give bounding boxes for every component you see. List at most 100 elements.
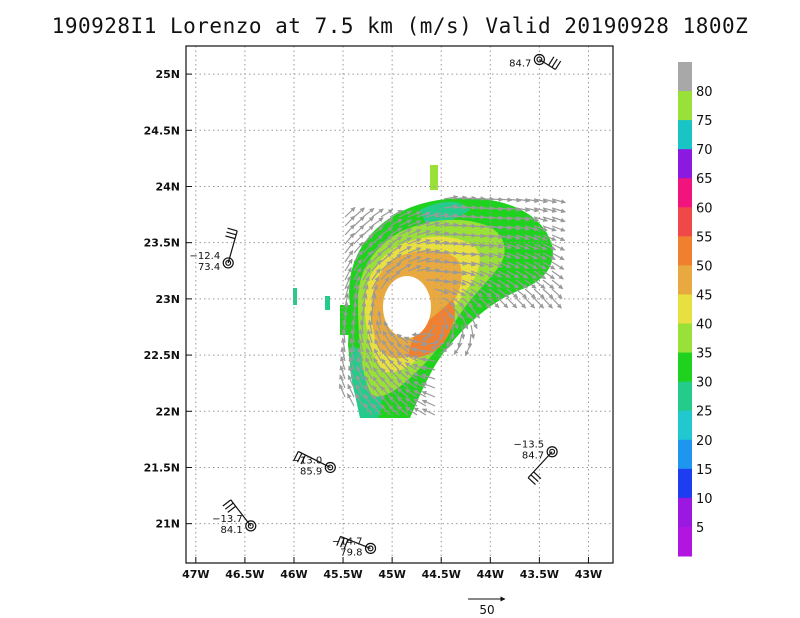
lat-label: 22N [155, 405, 180, 418]
wind-vector [430, 342, 445, 350]
wind-vector [362, 267, 371, 281]
colorbar-segment [678, 439, 692, 470]
wind-vector [533, 198, 549, 204]
wind-vector [377, 310, 382, 326]
wind-vector [542, 243, 557, 251]
wind-vector [371, 217, 384, 227]
wind-vector [396, 360, 409, 371]
wind-vector [488, 288, 501, 298]
wind-vector [506, 207, 522, 212]
wind-vector [479, 234, 495, 239]
wind-vector [551, 252, 565, 261]
wind-vector [542, 288, 554, 299]
wind-vector [375, 320, 382, 335]
wind-vector [461, 261, 477, 267]
wind-vector [443, 270, 459, 275]
wind-vector [434, 231, 450, 236]
colorbar-segment [678, 381, 692, 412]
wind-vector [347, 383, 355, 398]
colorbar-label: 10 [696, 492, 713, 507]
lat-label: 22.5N [144, 349, 180, 362]
wind-vector [434, 288, 449, 295]
colorbar-segment [678, 207, 692, 237]
station: −12.473.4 [190, 227, 238, 273]
wind-vector [515, 207, 531, 213]
longitude-labels: 47W 46.5W 46W 45.5W 45W 44.5W 44W 43.5W 43W [182, 568, 602, 581]
wind-vector [488, 279, 502, 288]
wind-vector [551, 207, 566, 214]
wind-vector [442, 342, 454, 353]
wind-vector [405, 397, 418, 407]
wind-vector [358, 338, 364, 353]
wind-vector [533, 207, 549, 213]
wind-vector [371, 243, 383, 254]
wind-vector [389, 218, 403, 227]
station: −13.584.7 [513, 440, 558, 485]
wind-barb-feather [227, 227, 238, 232]
wind-vector [434, 249, 450, 255]
wind-vector [353, 258, 363, 272]
wind-vector [362, 207, 375, 218]
colorbar-segment [678, 497, 692, 528]
colorbar-segment [678, 149, 692, 179]
wind-vector [398, 263, 412, 272]
colorbar-segment [678, 526, 692, 557]
wind-vector [389, 261, 402, 272]
wind-vector [551, 216, 566, 223]
wind-vector [365, 347, 373, 362]
wind-vector [344, 232, 355, 245]
wind-vector [470, 324, 476, 340]
wind-vector [362, 216, 375, 227]
wind-vector [374, 338, 382, 353]
wind-vector [488, 215, 504, 221]
wind-field-patch-c [430, 165, 438, 190]
wind-vector [389, 244, 403, 254]
wind-vector [421, 399, 436, 407]
wind-barb-feather [222, 499, 232, 507]
colorbar-label: 75 [696, 114, 713, 129]
wind-vector [396, 351, 409, 362]
station-value-top: −14.7 [332, 536, 363, 547]
wind-vector [461, 195, 477, 201]
station: −13.784.1 [212, 499, 257, 536]
wind-vector [542, 198, 558, 204]
wind-vector [388, 404, 400, 416]
wind-vector [388, 395, 400, 407]
wind-vector [497, 206, 513, 212]
station-circle-inner [549, 448, 556, 455]
colorbar-label: 30 [696, 376, 713, 391]
wind-vector [497, 297, 509, 309]
wind-vector [425, 239, 441, 245]
wind-vector [551, 297, 562, 309]
wind-vector [506, 252, 521, 259]
wind-vector [362, 233, 374, 245]
wind-vector [434, 212, 450, 218]
wind-vector [380, 243, 393, 254]
wind-vector [497, 252, 512, 259]
wind-vector [398, 245, 412, 254]
wind-vector [524, 225, 539, 232]
wind-vector [461, 242, 477, 248]
wind-vector [342, 319, 348, 335]
wind-vector [338, 383, 346, 398]
wind-vector [443, 204, 459, 209]
wind-vector [413, 398, 427, 407]
wind-vector [524, 270, 538, 280]
station-circle-inner [225, 259, 232, 266]
wind-vector [497, 270, 511, 279]
wind-vector [460, 324, 466, 340]
wind-vector [344, 215, 356, 227]
wind-vector [371, 403, 382, 416]
wind-barb-staff [527, 451, 553, 479]
wind-vector [339, 374, 346, 389]
wind-vector [380, 217, 394, 227]
wind-vector [452, 204, 468, 210]
wind-vector [404, 370, 418, 380]
wind-barb-feather [224, 502, 234, 510]
wind-vector [356, 365, 364, 380]
latitude-labels: 25N 24.5N 24N 23.5N 23N 22.5N 22N 21.5N 21N [144, 68, 180, 531]
wind-vector [421, 408, 436, 416]
station-circle [222, 257, 234, 269]
wind-vector [420, 349, 436, 354]
wind-vector [353, 250, 363, 263]
